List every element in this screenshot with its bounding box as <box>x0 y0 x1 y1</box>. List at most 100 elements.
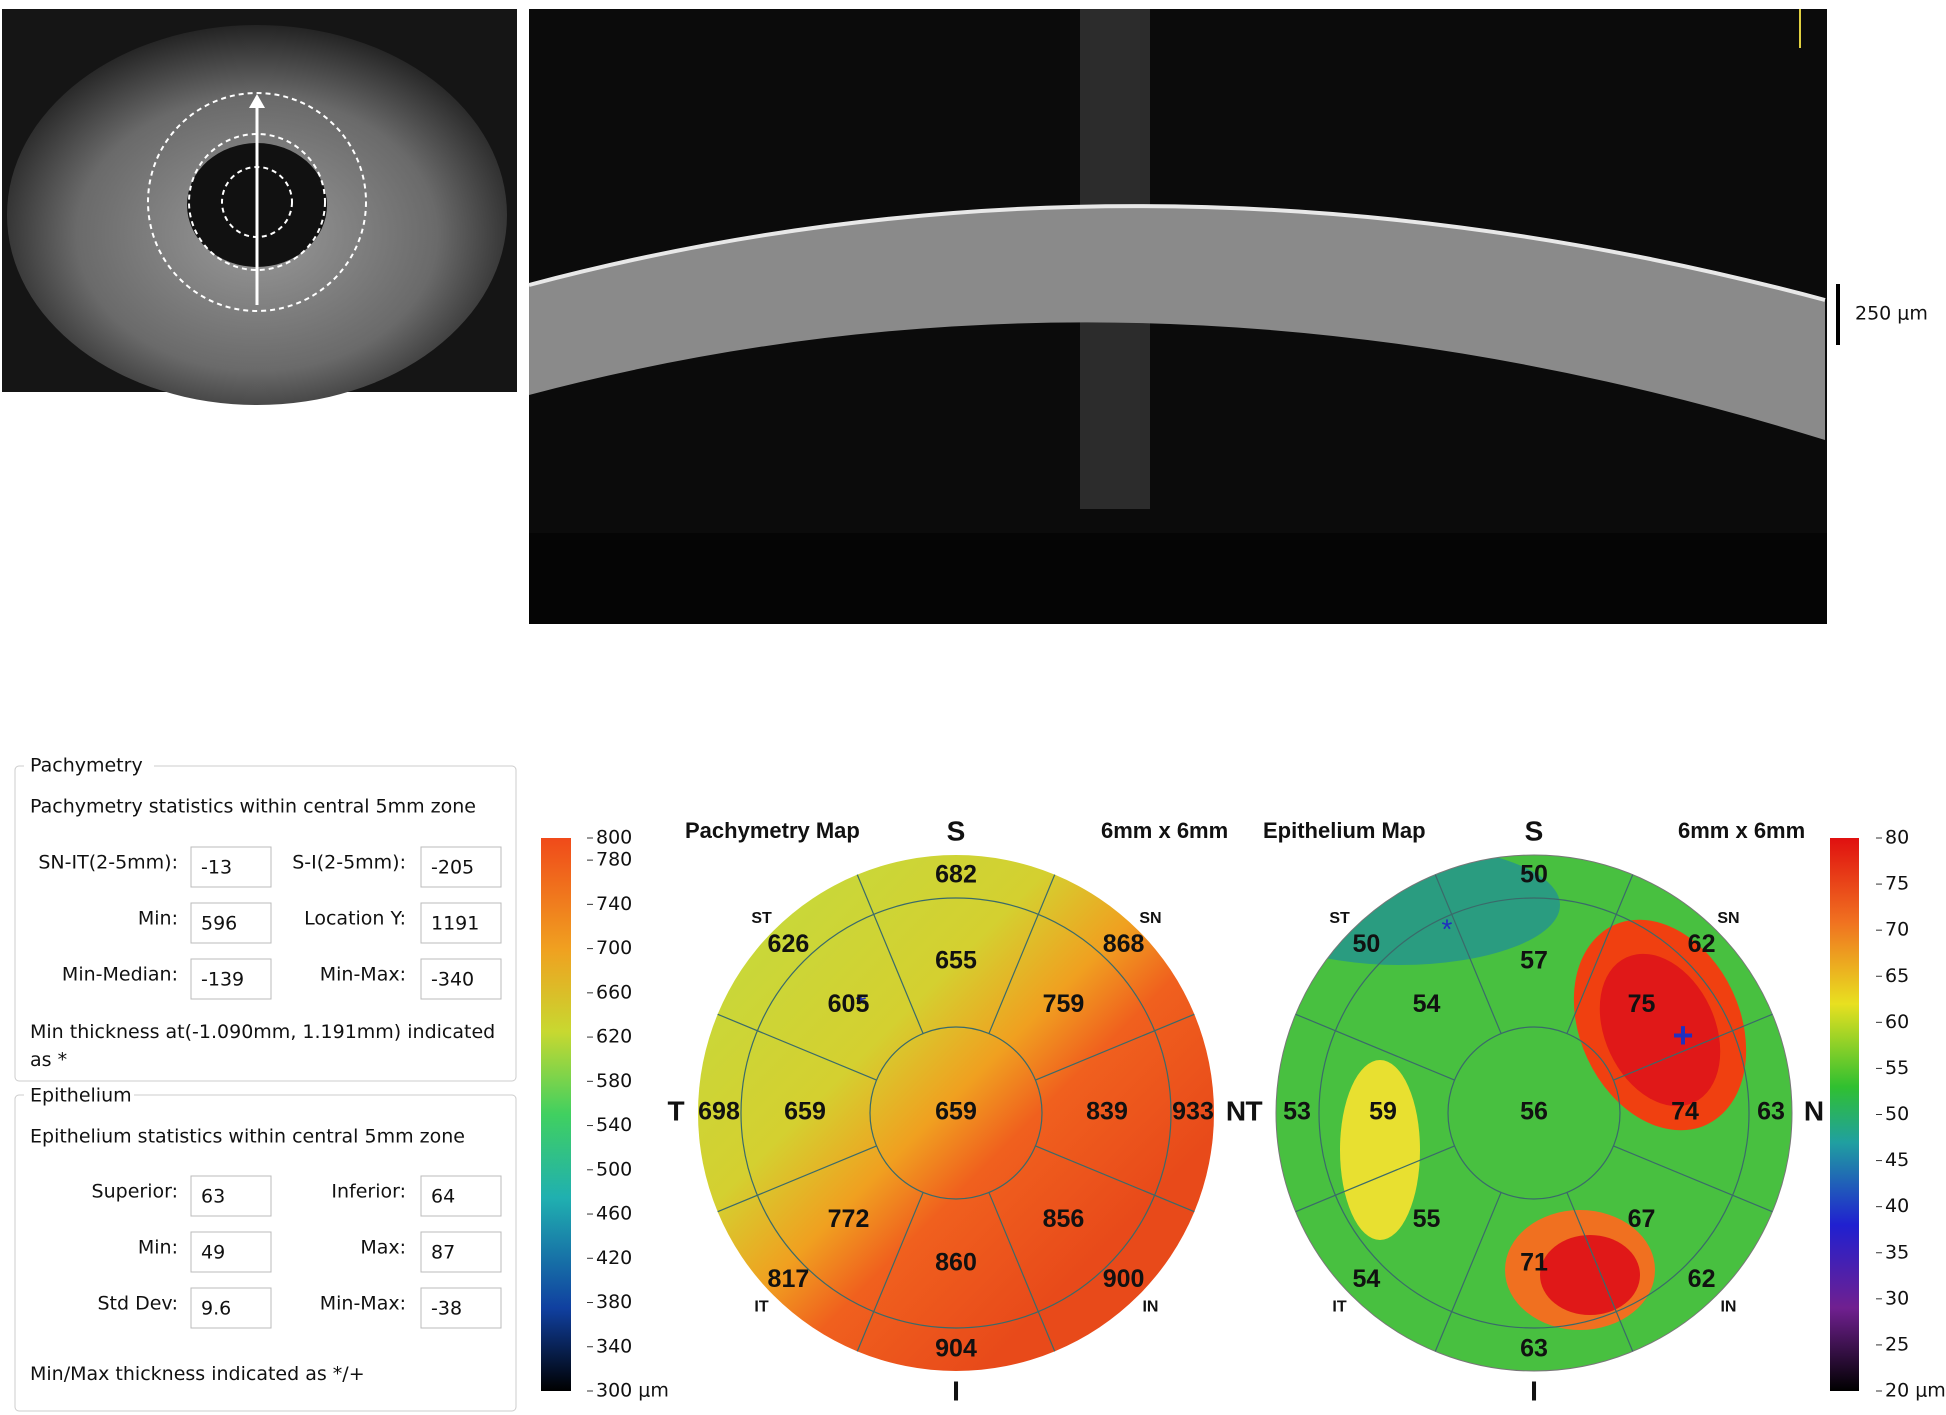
field-box <box>420 1287 502 1329</box>
colorbar-label: 700 <box>596 937 632 959</box>
field-value: 596 <box>201 913 237 935</box>
sector-value: 860 <box>935 1249 977 1277</box>
sector-value: 50 <box>1353 930 1381 958</box>
field-value: -205 <box>431 857 474 879</box>
orientation-label: IT <box>754 1299 768 1316</box>
sector-line <box>1434 874 1502 1034</box>
field-value: 49 <box>201 1242 225 1264</box>
sector-line <box>988 1192 1056 1352</box>
zone-ring <box>1447 1026 1621 1200</box>
colorbar-label: 60 <box>1885 1011 1909 1033</box>
sector-line <box>717 1145 877 1213</box>
colorbar-label: 420 <box>596 1247 632 1269</box>
colorbar-label: 70 <box>1885 919 1909 941</box>
scan-arrow-head <box>249 94 265 108</box>
field-value: 1191 <box>431 913 479 935</box>
field-label: S-I(2-5mm): <box>292 852 406 874</box>
sector-value: 57 <box>1520 947 1548 975</box>
orientation-label: T <box>667 1095 684 1126</box>
min-marker: * <box>1442 913 1453 944</box>
colorbar-label: 45 <box>1885 1149 1909 1171</box>
scale-label: 250 μm <box>1855 303 1928 325</box>
sector-value: 605 <box>828 990 870 1018</box>
epithelium-box <box>14 1094 517 1412</box>
field-label: Min-Median: <box>62 964 178 986</box>
field-value: 87 <box>431 1242 455 1264</box>
colorbar-label: 660 <box>596 981 632 1003</box>
field-box <box>190 1175 272 1217</box>
sector-value: 59 <box>1369 1098 1397 1126</box>
field-box <box>420 846 502 888</box>
orientation-label: S <box>947 815 966 846</box>
orientation-label: I <box>952 1375 960 1406</box>
colorbar-label: 580 <box>596 1070 632 1092</box>
orientation-label: IT <box>1332 1299 1346 1316</box>
colorbar-label: 50 <box>1885 1103 1909 1125</box>
map-size: 6mm x 6mm <box>1678 818 1805 843</box>
orientation-label: IN <box>1720 1299 1736 1316</box>
colorbar-label: 300 μm <box>596 1380 669 1402</box>
panel-subtitle: Pachymetry statistics within central 5mm… <box>30 796 476 818</box>
pachymetry-box <box>14 765 517 1082</box>
colorbar-label: 80 <box>1885 827 1909 849</box>
sector-line <box>1613 1013 1773 1081</box>
sector-value: 626 <box>768 930 810 958</box>
colorbar-label: 25 <box>1885 1333 1909 1355</box>
field-box <box>190 1231 272 1273</box>
colorbar-label: 780 <box>596 849 632 871</box>
sector-line <box>1035 1145 1195 1213</box>
colorbar-label: 800 <box>596 827 632 849</box>
sector-value: 772 <box>828 1205 870 1233</box>
sector-value: 698 <box>698 1098 740 1126</box>
sector-value: 55 <box>1413 1205 1441 1233</box>
colorbar-label: 30 <box>1885 1287 1909 1309</box>
colorbar-label: 340 <box>596 1335 632 1357</box>
field-value: -13 <box>201 857 232 879</box>
field-box <box>420 902 502 944</box>
zone-ring <box>740 897 1172 1329</box>
sector-line <box>1035 1013 1195 1081</box>
field-box <box>190 958 272 1000</box>
orientation-label: SN <box>1139 910 1161 927</box>
sector-value: 62 <box>1688 930 1716 958</box>
colorbar-label: 65 <box>1885 965 1909 987</box>
map-size: 6mm x 6mm <box>1101 818 1228 843</box>
field-label: Location Y: <box>304 908 406 930</box>
field-box <box>190 1287 272 1329</box>
colorbar-label: 540 <box>596 1114 632 1136</box>
sector-line <box>1566 874 1634 1034</box>
sector-line <box>1295 1013 1455 1081</box>
colorbar-label: 500 <box>596 1158 632 1180</box>
field-value: -38 <box>431 1298 462 1320</box>
orientation-label: ST <box>751 910 772 927</box>
pachymetry-map-image <box>698 855 1214 1371</box>
orientation-label: N <box>1804 1095 1824 1126</box>
max-marker: + <box>1672 1015 1693 1056</box>
sector-value: 817 <box>768 1265 810 1293</box>
sector-value: 63 <box>1520 1335 1548 1363</box>
sector-value: 759 <box>1043 990 1085 1018</box>
sector-value: 54 <box>1353 1265 1381 1293</box>
colorbar-label: 380 <box>596 1291 632 1313</box>
sector-value: 856 <box>1043 1205 1085 1233</box>
field-label: Max: <box>360 1237 406 1259</box>
sector-value: 71 <box>1520 1249 1548 1277</box>
map-title: Pachymetry Map <box>685 818 860 843</box>
field-box <box>420 1175 502 1217</box>
sector-value: 63 <box>1757 1098 1785 1126</box>
panel-title: Epithelium <box>30 1085 132 1107</box>
sector-value: 682 <box>935 861 977 889</box>
field-value: 64 <box>431 1186 455 1208</box>
map-edge <box>1275 854 1793 1372</box>
field-label: Min-Max: <box>320 964 406 986</box>
sector-line <box>988 874 1056 1034</box>
sector-value: 67 <box>1628 1205 1656 1233</box>
field-value: -139 <box>201 969 244 991</box>
box-title-bg <box>24 755 154 777</box>
orientation-label: T <box>1245 1095 1262 1126</box>
field-value: 63 <box>201 1186 225 1208</box>
zone-ring <box>869 1026 1043 1200</box>
sector-value: 839 <box>1086 1098 1128 1126</box>
